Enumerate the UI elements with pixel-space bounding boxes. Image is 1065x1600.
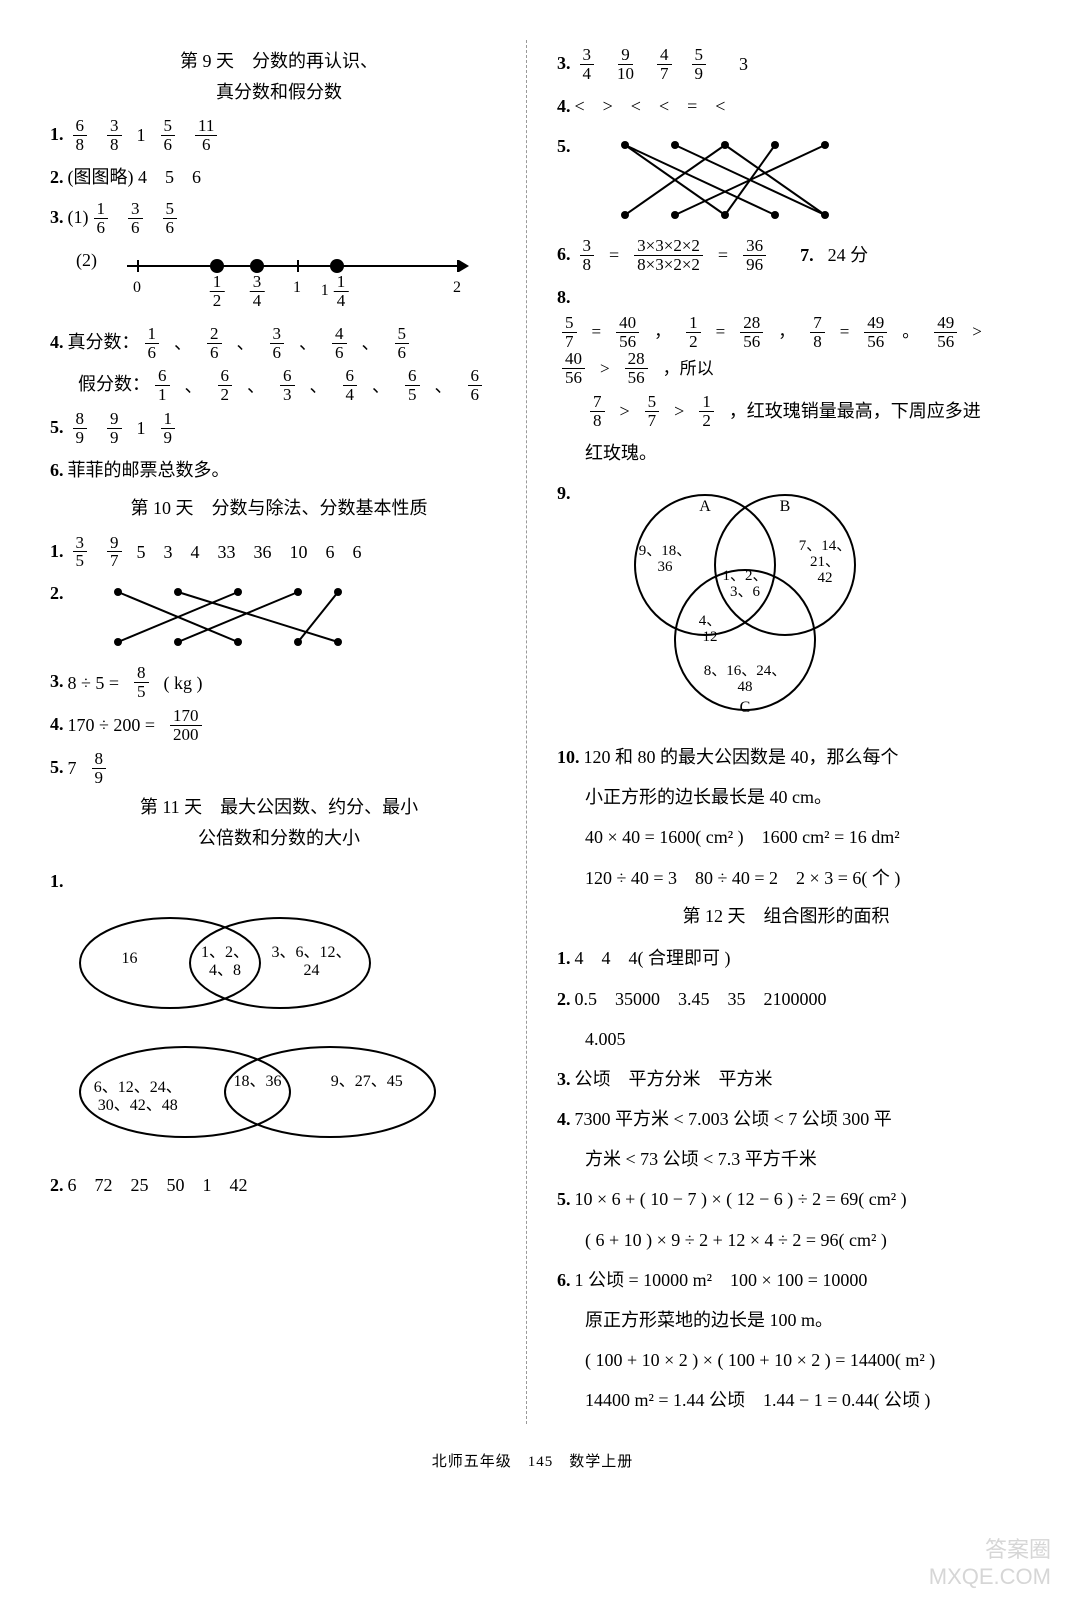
d9-q6: 6. 菲菲的邮票总数多。 — [50, 453, 508, 487]
d12-q5: 5.10 × 6 + ( 10 − 7 ) × ( 12 − 6 ) ÷ 2 =… — [557, 1182, 1015, 1216]
d9-q4-true: 4. 真分数： 16、26、36、46、56 — [50, 325, 508, 362]
svg-text:3、6、12、: 3、6、12、 — [271, 944, 351, 961]
svg-text:36: 36 — [657, 559, 673, 575]
d12-q2: 2.0.5 35000 3.45 35 2100000 — [557, 982, 1015, 1016]
day12-title: 第 12 天 组合图形的面积 — [557, 901, 1015, 932]
d12-q1: 1.4 4 4( 合理即可 ) — [557, 941, 1015, 975]
r-q4: 4. < > < < = < — [557, 89, 1015, 123]
item-number: 1. — [50, 117, 64, 151]
d11-q1: 1. — [50, 864, 508, 898]
venn-diagram-a: 16 1、2、4、8 3、6、12、24 — [70, 908, 430, 1018]
venn-diagram-b: 6、12、24、30、42、48 18、36 9、27、45 — [70, 1037, 470, 1147]
svg-text:6、12、24、: 6、12、24、 — [94, 1079, 182, 1096]
d9-q4-false: 假分数： 61、62、63、64、65、66 — [78, 367, 508, 404]
right-column: 3. 34 910 47 59 3 4. < > < < = < 5. 6. 3… — [547, 40, 1015, 1424]
svg-text:24: 24 — [304, 962, 320, 979]
svg-text:1、2、: 1、2、 — [722, 568, 767, 584]
d12-q4: 4.7300 平方米 < 7.003 公顷 < 7 公顷 300 平 — [557, 1102, 1015, 1136]
day9-title: 第 9 天 分数的再认识、 真分数和假分数 — [50, 46, 508, 107]
d9-q2: 2. (图图略) 4 5 6 — [50, 160, 508, 194]
svg-text:8、16、24、: 8、16、24、 — [703, 663, 786, 679]
day11-title: 第 11 天 最大公因数、约分、最小 公倍数和分数的大小 — [50, 792, 508, 853]
d12-q6-l4: 14400 m² = 1.44 公顷 1.44 − 1 = 0.44( 公顷 ) — [585, 1383, 1015, 1417]
svg-text:3、6: 3、6 — [729, 584, 760, 600]
d12-q3: 3.公顷 平方分米 平方米 — [557, 1062, 1015, 1096]
r-q10-l2: 小正方形的边长最长是 40 cm。 — [585, 780, 1015, 814]
d10-q1: 1. 35 97 5 3 4 33 36 10 6 6 — [50, 534, 508, 571]
r-q10: 10. 120 和 80 的最大公因数是 40，那么每个 — [557, 740, 1015, 774]
d10-q3: 3. 8 ÷ 5 = 85 ( kg ) — [50, 664, 508, 701]
page-footer: 北师五年级 145 数学上册 — [50, 1448, 1015, 1477]
r-q6: 6. 38 = 3×3×2×28×3×2×2 = 3696 7.24 分 — [557, 237, 1015, 274]
svg-text:C: C — [739, 699, 750, 716]
matching-diagram — [98, 582, 358, 652]
r-q9: 9. ABC9、18、367、14、21、428、16、24、481、2、3、6… — [557, 476, 1015, 734]
d12-q4-l2: 方米 < 73 公顷 < 7.3 平方千米 — [585, 1142, 1015, 1176]
day9-title-line2: 真分数和假分数 — [50, 77, 508, 108]
svg-text:21、: 21、 — [809, 554, 839, 570]
number-line: 0123411142 — [127, 251, 467, 311]
svg-text:48: 48 — [737, 679, 752, 695]
d9-q1-content: 68 38 156 116 — [68, 117, 223, 154]
d9-q3-p2: (2) 0123411142 — [50, 243, 508, 319]
svg-text:4、8: 4、8 — [209, 962, 241, 979]
r-q8-l3: 红玫瑰。 — [585, 436, 1015, 470]
d12-q6-l2: 原正方形菜地的边长是 100 m。 — [585, 1303, 1015, 1337]
d10-q2: 2. — [50, 576, 508, 658]
r-q5: 5. — [557, 129, 1015, 231]
d12-q2-l2: 4.005 — [585, 1022, 1015, 1056]
d12-q5-l2: ( 6 + 10 ) × 9 ÷ 2 + 12 × 4 ÷ 2 = 96( cm… — [585, 1223, 1015, 1257]
r-q10-l3: 40 × 40 = 1600( cm² ) 1600 cm² = 16 dm² — [585, 820, 1015, 854]
venn3-diagram: A B C 9、18、36 7、14、21、42 8、16、24、48 1、2、3、6 4、1… — [595, 480, 895, 730]
r-q8: 8. 57= 4056， 12= 2856， 78= 4956。 4956> 4… — [557, 280, 1015, 388]
matching-diagram — [605, 135, 845, 225]
d9-q5: 5. 89 99 119 — [50, 410, 508, 447]
svg-text:30、42、48: 30、42、48 — [98, 1097, 178, 1114]
svg-text:9、27、45: 9、27、45 — [331, 1073, 403, 1090]
day9-title-line1: 第 9 天 分数的再认识、 — [50, 46, 508, 77]
svg-text:4、: 4、 — [698, 613, 721, 629]
d12-q6-l3: ( 100 + 10 × 2 ) × ( 100 + 10 × 2 ) = 14… — [585, 1343, 1015, 1377]
svg-text:42: 42 — [817, 570, 832, 586]
d10-q5: 5. 7 89 — [50, 750, 508, 787]
r-q3: 3. 34 910 47 59 3 — [557, 46, 1015, 83]
svg-text:A: A — [699, 498, 711, 515]
svg-text:16: 16 — [122, 950, 138, 967]
svg-text:18、36: 18、36 — [233, 1073, 281, 1090]
day10-title: 第 10 天 分数与除法、分数基本性质 — [50, 493, 508, 524]
d9-q1: 1. 68 38 156 116 — [50, 117, 508, 154]
svg-text:1、2、: 1、2、 — [201, 944, 249, 961]
d10-q4: 4. 170 ÷ 200 = 170200 — [50, 707, 508, 744]
d11-q2: 2. 6 72 25 50 1 42 — [50, 1168, 508, 1202]
d12-q6: 6.1 公顷 = 10000 m² 100 × 100 = 10000 — [557, 1263, 1015, 1297]
left-column: 第 9 天 分数的再认识、 真分数和假分数 1. 68 38 156 116 2… — [50, 40, 527, 1424]
watermark: 答案圈 MXQE.COM — [929, 1537, 1051, 1590]
r-q10-l4: 120 ÷ 40 = 3 80 ÷ 40 = 2 2 × 3 = 6( 个 ) — [585, 861, 1015, 895]
svg-text:12: 12 — [702, 629, 717, 645]
svg-text:7、14、: 7、14、 — [798, 538, 851, 554]
svg-text:9、18、: 9、18、 — [638, 543, 691, 559]
r-q8-l2: 78> 57> 12 ，红玫瑰销量最高，下周应多进 — [585, 393, 1015, 430]
d9-q3: 3. (1) 16 36 56 — [50, 200, 508, 237]
svg-text:B: B — [779, 498, 790, 515]
